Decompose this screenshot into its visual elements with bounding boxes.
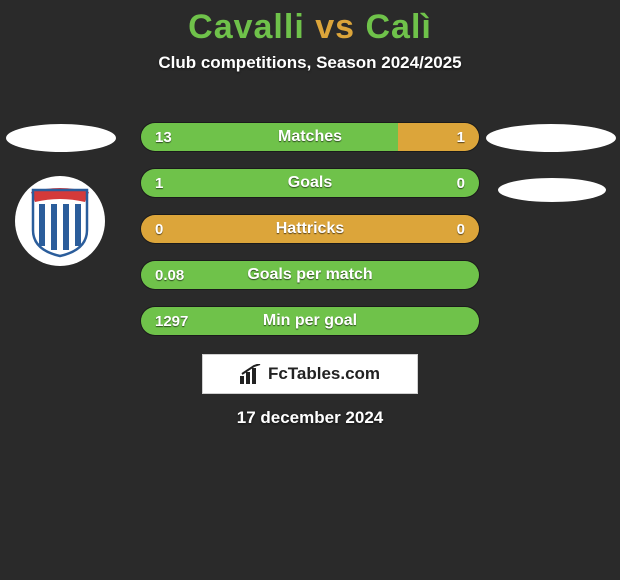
- player-ellipse-left: [6, 124, 116, 152]
- brand-box: FcTables.com: [202, 354, 418, 394]
- bar-label: Matches: [141, 128, 479, 146]
- stat-row: 131Matches: [140, 122, 480, 152]
- player-ellipse-right-1: [486, 124, 616, 152]
- stat-row: 1297Min per goal: [140, 306, 480, 336]
- bar-label: Min per goal: [141, 312, 479, 330]
- bar-label: Goals: [141, 174, 479, 192]
- player-ellipse-right-2: [498, 178, 606, 202]
- title-left: Cavalli: [188, 8, 305, 46]
- shield-icon: [29, 184, 91, 258]
- page-title: Cavalli vs Calì: [0, 0, 620, 47]
- title-right: Calì: [365, 8, 431, 46]
- stat-row: 0.08Goals per match: [140, 260, 480, 290]
- stat-row: 10Goals: [140, 168, 480, 198]
- bar-label: Goals per match: [141, 266, 479, 284]
- club-badge: [15, 176, 105, 266]
- title-vs: vs: [305, 8, 366, 46]
- chart-icon: [240, 364, 262, 384]
- subtitle: Club competitions, Season 2024/2025: [0, 53, 620, 73]
- date-text: 17 december 2024: [0, 408, 620, 428]
- brand-text: FcTables.com: [268, 364, 380, 384]
- bar-label: Hattricks: [141, 220, 479, 238]
- stats-bars: 131Matches 10Goals 00Hattricks 0.08Goals pe…: [140, 122, 480, 352]
- stat-row: 00Hattricks: [140, 214, 480, 244]
